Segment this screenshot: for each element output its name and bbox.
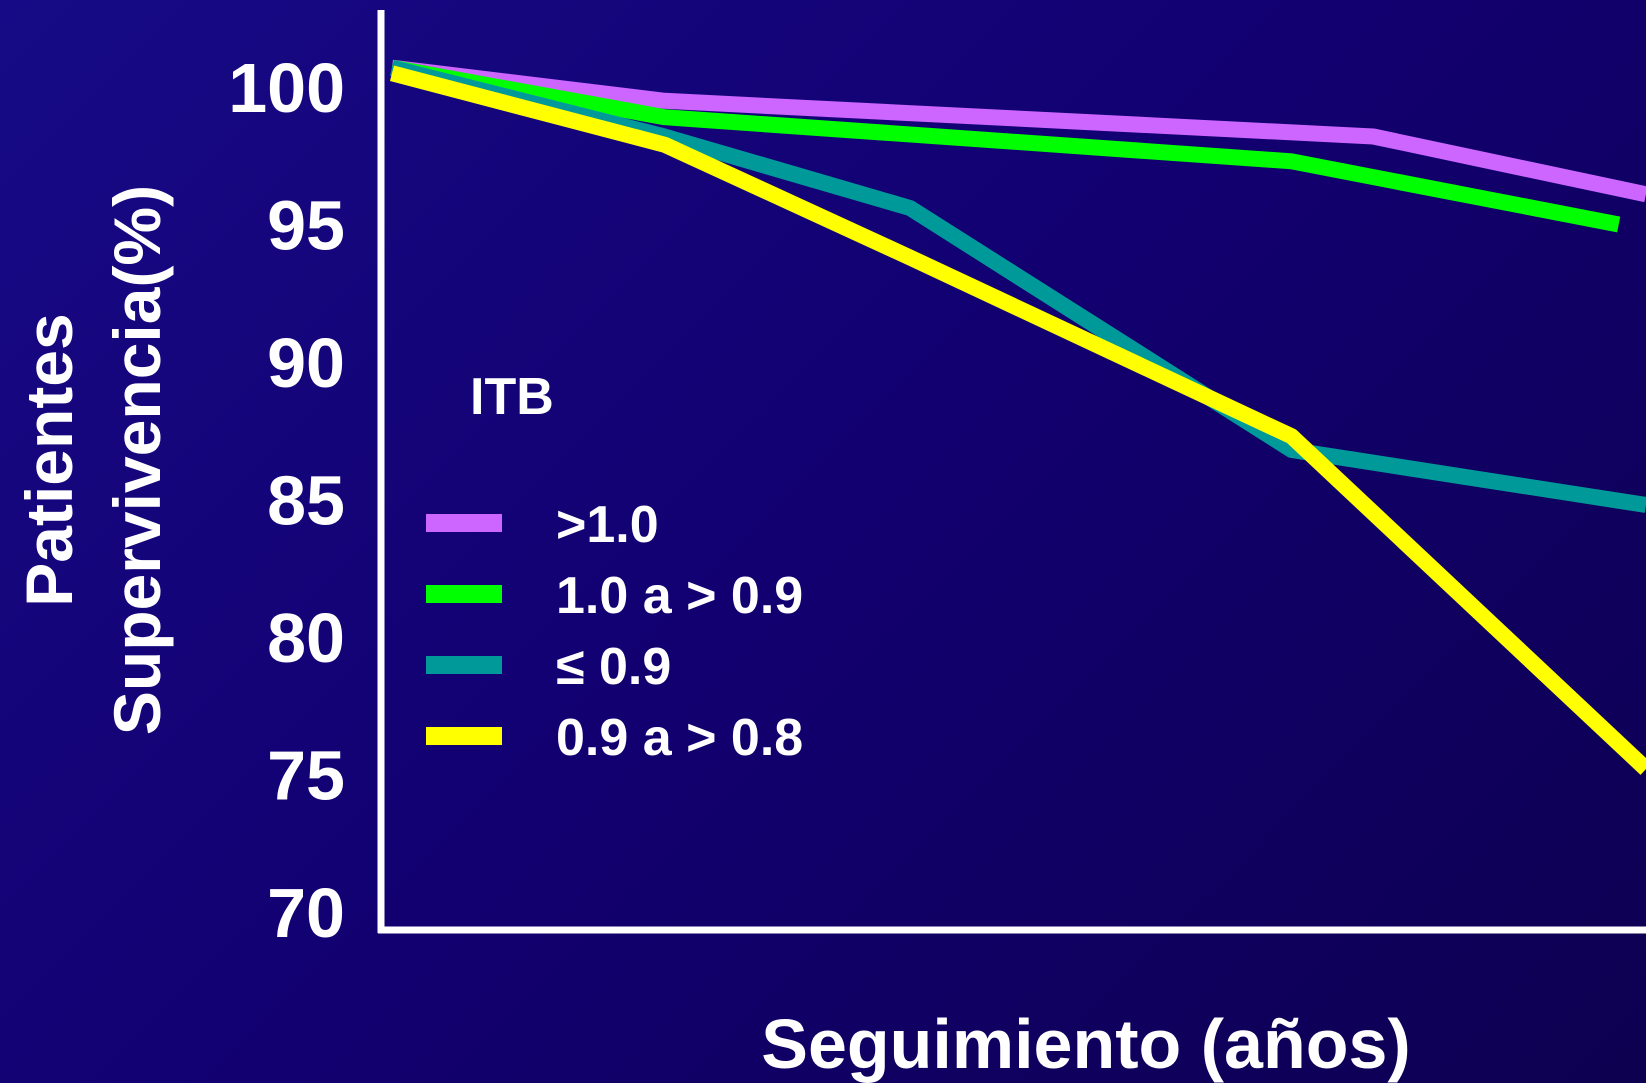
legend-swatch-3 [426,727,502,745]
y-tick-label: 80 [267,599,345,677]
y-tick-label: 90 [267,324,345,402]
y-tick-label: 75 [267,737,345,815]
series-line-3 [389,65,1646,775]
y-tick-labels: 100 95 90 85 80 75 70 [228,49,345,952]
series-lines [389,59,1646,775]
y-tick-label: 95 [267,187,345,265]
x-axis-label: Seguimiento (años) [761,1005,1410,1083]
y-axis-label-line2: Supervivencia(%) [100,185,174,735]
y-tick-label: 70 [267,874,345,952]
y-axis-label-line1: Patientes [12,313,86,606]
legend-swatch-0 [426,514,502,532]
legend-swatch-2 [426,656,502,674]
legend-swatch-1 [426,585,502,603]
series-line-1 [390,59,1621,233]
series-line-2 [390,59,1646,513]
legend-label-2: ≤ 0.9 [556,638,671,696]
series-line-0 [391,59,1646,203]
y-tick-label: 100 [228,49,345,127]
legend-title: ITB [470,368,554,426]
legend-label-0: >1.0 [556,496,659,554]
legend: ITB >1.0 1.0 a > 0.9 ≤ 0.9 0.9 a > 0.8 [426,368,803,767]
legend-label-3: 0.9 a > 0.8 [556,709,803,767]
legend-label-1: 1.0 a > 0.9 [556,567,803,625]
y-tick-label: 85 [267,462,345,540]
